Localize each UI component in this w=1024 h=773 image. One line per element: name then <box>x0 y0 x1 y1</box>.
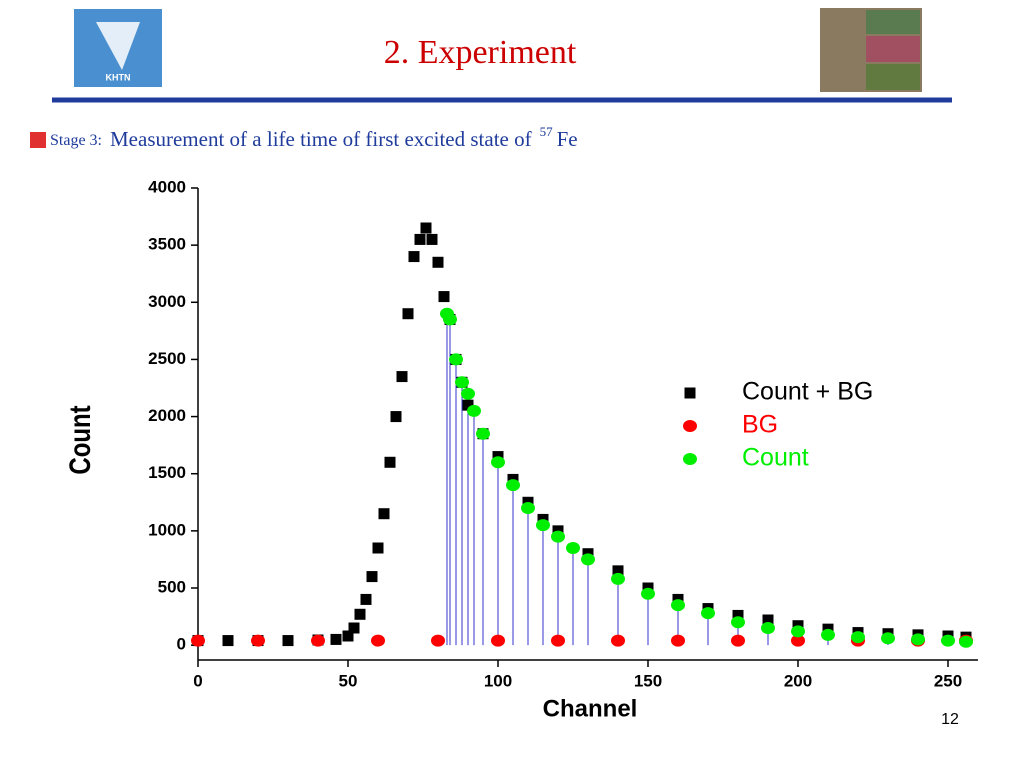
point <box>455 376 469 389</box>
point <box>762 614 774 626</box>
x-tick-label: 150 <box>634 671 662 690</box>
page-number: 12 <box>941 711 959 728</box>
point <box>449 353 463 366</box>
point <box>476 427 490 440</box>
bullet <box>30 132 46 148</box>
y-tick-label: 1000 <box>148 520 186 539</box>
point <box>566 542 580 554</box>
point <box>372 542 384 554</box>
point <box>671 634 685 647</box>
point <box>384 456 396 468</box>
point <box>426 233 438 245</box>
point <box>761 622 775 634</box>
y-tick-label: 500 <box>158 577 186 596</box>
bullet-label: Stage 3: <box>50 132 102 149</box>
y-axis-label: Count <box>62 405 96 474</box>
logo-text: KHTN <box>106 72 131 82</box>
point <box>282 635 294 647</box>
y-tick-label: 1500 <box>148 463 186 482</box>
photo-part <box>866 10 920 34</box>
bullet-body: Measurement of a life time of first exci… <box>110 127 532 151</box>
point <box>330 633 342 645</box>
point <box>342 630 354 642</box>
point <box>911 633 925 646</box>
point <box>671 599 685 612</box>
point <box>551 634 565 647</box>
y-tick-label: 2000 <box>148 406 186 425</box>
point <box>431 634 445 647</box>
point <box>506 479 520 492</box>
point <box>851 631 865 644</box>
legend-marker <box>683 453 697 465</box>
photo-part <box>866 36 920 62</box>
point <box>611 572 625 585</box>
bullet-text: Stage 3: Measurement of a life time of f… <box>50 124 578 151</box>
photo-part <box>866 64 920 90</box>
point <box>396 371 408 383</box>
x-tick-label: 200 <box>784 671 812 690</box>
point <box>791 634 805 647</box>
point <box>551 530 565 543</box>
point <box>432 256 444 268</box>
point <box>420 222 432 234</box>
x-axis-label: Channel <box>543 695 638 722</box>
x-tick-label: 50 <box>339 671 358 690</box>
y-tick-label: 3000 <box>148 292 186 311</box>
point <box>408 251 420 263</box>
legend-marker <box>684 387 696 399</box>
legend-label: BG <box>742 411 778 439</box>
x-tick-label: 100 <box>484 671 512 690</box>
point <box>959 635 973 648</box>
point <box>732 609 744 621</box>
point <box>731 616 745 629</box>
legend-marker <box>683 420 697 432</box>
title: 2. Experiment <box>384 34 577 71</box>
point <box>311 634 325 647</box>
point <box>251 634 265 647</box>
point <box>438 291 450 303</box>
point <box>821 628 835 641</box>
point <box>443 313 457 326</box>
point <box>354 608 366 620</box>
point <box>402 308 414 320</box>
legend-label: Count <box>742 444 809 472</box>
legend-label: Count + BG <box>742 378 873 406</box>
point <box>371 634 385 647</box>
point <box>536 519 550 532</box>
point <box>491 456 505 469</box>
point <box>701 607 715 620</box>
point <box>390 411 402 423</box>
point <box>191 634 205 647</box>
point <box>521 502 535 514</box>
point <box>462 399 474 411</box>
y-tick-label: 2500 <box>148 349 186 368</box>
point <box>581 553 595 566</box>
y-tick-label: 4000 <box>148 177 186 196</box>
x-tick-label: 250 <box>934 671 962 690</box>
point <box>791 625 805 638</box>
point <box>467 404 481 417</box>
point <box>491 634 505 647</box>
superscript: 57 <box>540 124 554 139</box>
point <box>222 635 234 647</box>
y-tick-label: 0 <box>177 635 186 654</box>
point <box>414 233 426 245</box>
point <box>941 634 955 647</box>
point <box>611 634 625 647</box>
point <box>348 622 360 634</box>
point <box>881 632 895 645</box>
point <box>731 634 745 647</box>
point <box>378 508 390 520</box>
point <box>360 593 372 605</box>
point <box>612 565 624 577</box>
point <box>641 587 655 600</box>
logo-shape <box>96 22 140 70</box>
y-tick-label: 3500 <box>148 235 186 254</box>
point <box>366 571 378 583</box>
x-tick-label: 0 <box>193 671 202 690</box>
point <box>461 387 475 400</box>
element: Fe <box>557 127 578 151</box>
